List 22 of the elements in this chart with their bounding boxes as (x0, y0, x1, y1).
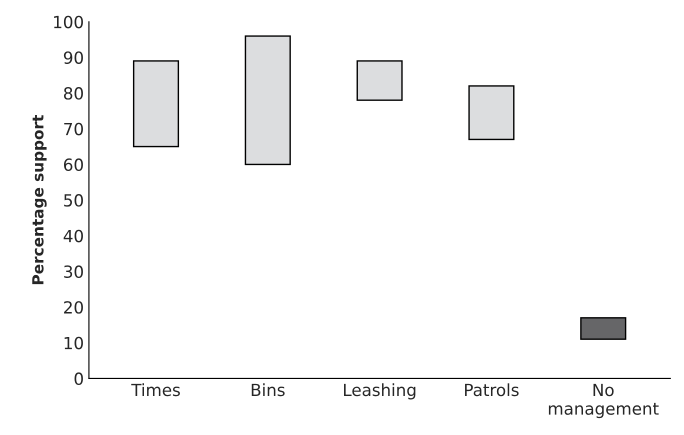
x-tick-label: No management (548, 384, 659, 418)
x-tick-label: Bins (252, 383, 285, 396)
x-tick-label: Patrols (465, 383, 519, 396)
y-tick-label: 50 (64, 194, 83, 207)
y-tick-label: 0 (74, 372, 83, 386)
y-tick-label: 60 (64, 158, 83, 171)
y-tick-label: 40 (64, 230, 83, 242)
bar (132, 60, 180, 148)
y-tick-label: 10 (64, 336, 83, 350)
y-tick-label: 100 (54, 16, 83, 28)
x-tick-label: Leashing (344, 383, 416, 400)
y-tick-label: 20 (64, 301, 83, 314)
y-tick-label: 80 (64, 87, 83, 100)
x-tick-label: Times (131, 383, 180, 396)
y-tick-label: 30 (64, 265, 83, 278)
bar (580, 317, 626, 340)
y-tick-label: 90 (64, 51, 83, 64)
bar (468, 85, 514, 140)
y-axis-title: Percentage support (32, 115, 47, 284)
y-tick-label: 70 (64, 122, 83, 136)
bar (244, 35, 291, 166)
bar (356, 60, 403, 101)
